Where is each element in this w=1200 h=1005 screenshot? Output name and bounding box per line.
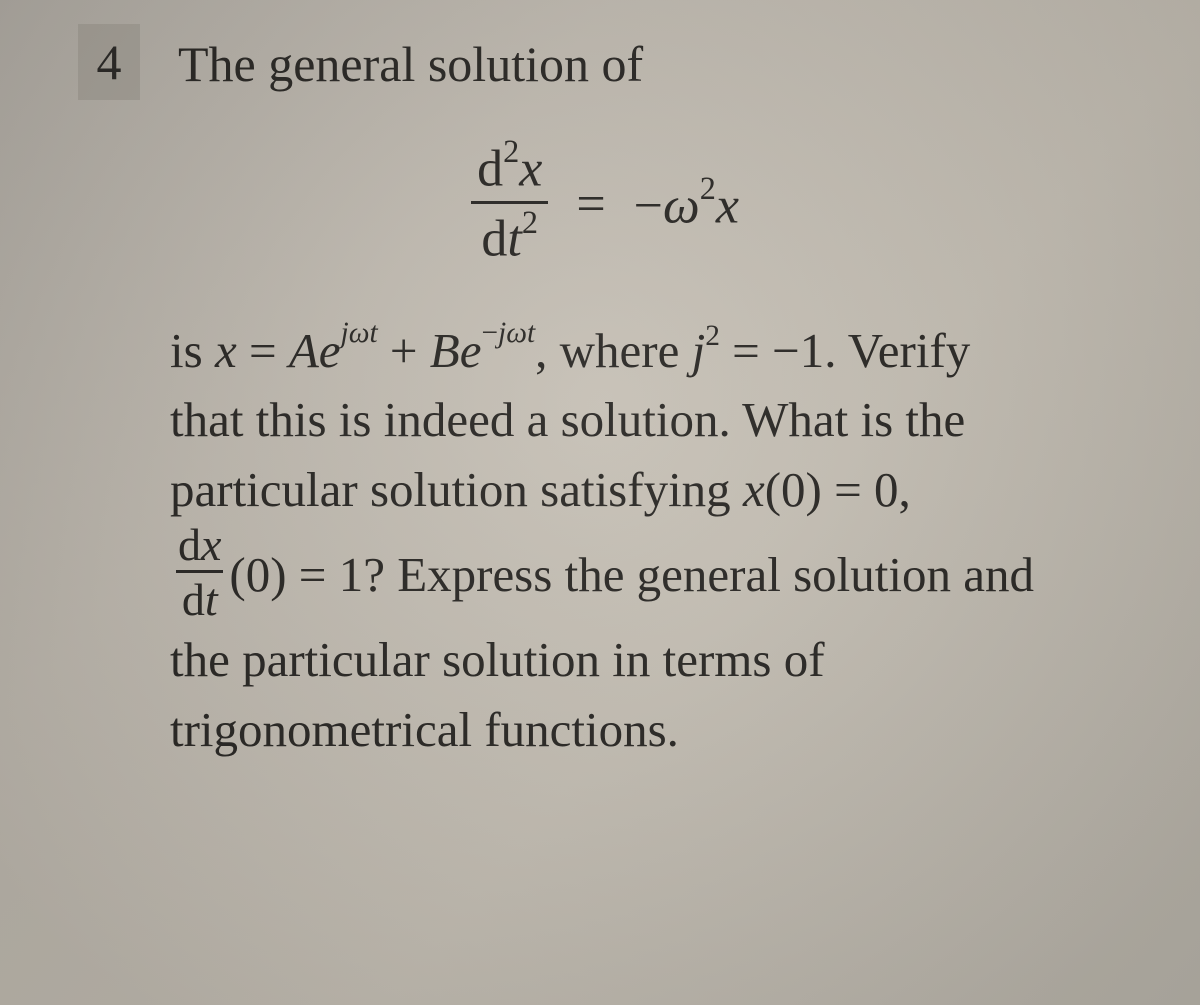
body-line-2: that this is indeed a solution. What is … [170, 385, 1120, 455]
rhs: −ω2x [634, 175, 739, 235]
omega: ω [663, 177, 700, 234]
t-is: is [170, 323, 215, 378]
lhs-num-sup: 2 [503, 133, 519, 169]
lhs-denominator: dt2 [475, 210, 544, 269]
minus-sign: − [634, 177, 663, 234]
exp2-t: t [527, 317, 535, 349]
t-where: , where [535, 323, 691, 378]
exp2: −jωt [481, 317, 535, 349]
d-symbol-2: d [481, 211, 507, 268]
lhs-num-x: x [519, 140, 542, 197]
j-sup: 2 [705, 320, 720, 352]
var-x: x [215, 323, 237, 378]
body-line-3: particular solution satisfying x(0) = 0, [170, 455, 1120, 525]
coef-A: A [289, 323, 319, 378]
t-p4mid: (0) = 1? Express the general solution an… [229, 540, 1034, 610]
exp2-minus: − [481, 317, 498, 349]
intro-line: The general solution of [178, 28, 1140, 94]
t-p3a: particular solution satisfying [170, 462, 743, 517]
dxdt-num-d: d [178, 519, 201, 570]
intro-text: The general solution of [178, 36, 643, 92]
problem-number: 4 [97, 33, 122, 91]
plus: + [378, 323, 430, 378]
j-var: j [692, 323, 706, 378]
e1: e [319, 323, 341, 378]
rhs-sup: 2 [700, 170, 716, 206]
exp1-j: j [341, 317, 349, 349]
t-neg1-verify: = −1. Verify [720, 323, 970, 378]
lhs-den-sup: 2 [522, 204, 538, 240]
lhs-fraction: d2x dt2 [471, 140, 548, 270]
lhs-numerator: d2x [471, 140, 548, 199]
exp2-w: ω [506, 317, 527, 349]
x0-x: x [743, 462, 765, 517]
body-line-1: is x = Aejωt + Be−jωt, where j2 = −1. Ve… [170, 316, 1120, 386]
dxdt-num: dx [176, 522, 223, 568]
exp2-j: j [498, 317, 506, 349]
dxdt-den-d: d [182, 574, 205, 625]
display-equation: d2x dt2 = −ω2x [70, 140, 1140, 270]
equals-sign: = [576, 175, 605, 234]
rhs-x: x [716, 177, 739, 234]
body-line-6: trigonometrical functions. [170, 695, 1120, 765]
coef-B: B [430, 323, 460, 378]
lhs-den-t: t [507, 211, 521, 268]
e2: e [460, 323, 482, 378]
problem-body: is x = Aejωt + Be−jωt, where j2 = −1. Ve… [170, 316, 1120, 765]
dxdt-den-t: t [205, 574, 218, 625]
dxdt-fraction: dx dt [176, 522, 223, 623]
body-line-4: dx dt (0) = 1? Express the general solut… [170, 524, 1120, 625]
d-symbol: d [477, 140, 503, 197]
dxdt-bar [176, 570, 223, 573]
t-p3b: (0) = 0, [765, 462, 911, 517]
dxdt-num-x: x [201, 519, 221, 570]
exp1-t: t [369, 317, 377, 349]
exp1-w: ω [349, 317, 370, 349]
dxdt-den: dt [180, 577, 220, 623]
body-line-5: the particular solution in terms of [170, 625, 1120, 695]
t-p2: that this is indeed a solution. What is … [170, 392, 965, 447]
t-p5: the particular solution in terms of [170, 632, 825, 687]
t-eq1: = [237, 323, 289, 378]
textbook-page: 4 The general solution of d2x dt2 = −ω2x… [0, 0, 1200, 765]
problem-number-box: 4 [78, 24, 140, 100]
exp1: jωt [341, 317, 378, 349]
t-p6: trigonometrical functions. [170, 702, 679, 757]
